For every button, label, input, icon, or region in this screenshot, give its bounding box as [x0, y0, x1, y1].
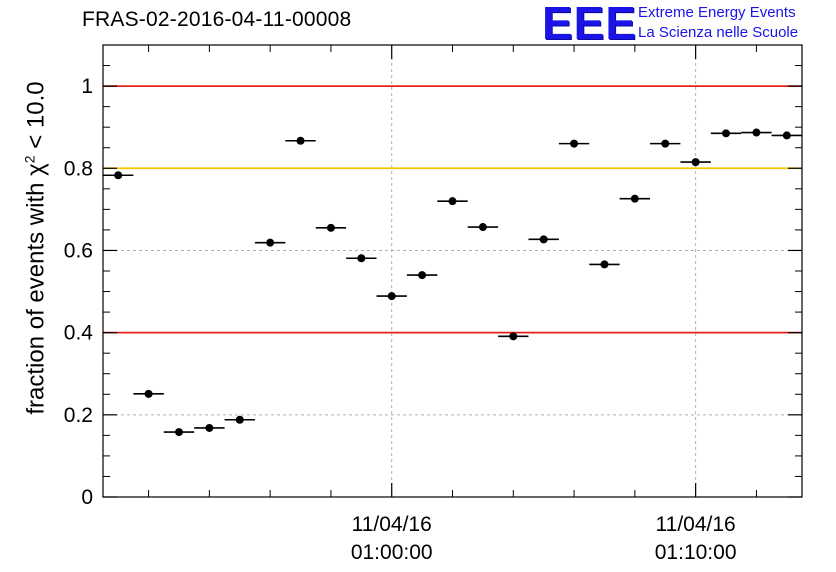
- point-marker: [752, 128, 761, 137]
- data-point: [103, 171, 134, 180]
- data-point: [133, 389, 164, 398]
- data-point: [224, 415, 255, 424]
- x-tick-label-time: 01:00:00: [351, 541, 433, 564]
- point-marker: [266, 238, 275, 247]
- point-marker: [630, 194, 639, 203]
- point-marker: [478, 223, 487, 232]
- point-marker: [722, 129, 731, 138]
- data-point: [163, 428, 195, 437]
- x-tick-label-date: 11/04/16: [656, 513, 736, 536]
- data-point: [589, 260, 620, 269]
- point-marker: [691, 158, 700, 167]
- point-marker: [509, 332, 518, 341]
- y-tick-label: 0.2: [64, 404, 93, 427]
- data-point: [315, 223, 347, 232]
- data-point: [498, 332, 529, 341]
- point-marker: [326, 223, 335, 232]
- point-marker: [600, 260, 609, 269]
- eee-logo-mark: EEE: [542, 0, 638, 49]
- point-marker: [235, 415, 244, 424]
- point-marker: [570, 139, 579, 148]
- data-point: [376, 292, 407, 301]
- data-point: [254, 238, 286, 247]
- point-marker: [782, 131, 791, 140]
- x-tick-label-time: 01:10:00: [655, 541, 737, 564]
- y-tick-label: 0.8: [64, 157, 93, 180]
- point-marker: [174, 428, 183, 437]
- data-point: [528, 235, 559, 244]
- data-point: [680, 158, 711, 167]
- point-marker: [114, 171, 123, 180]
- logo-line-1: Extreme Energy Events: [638, 4, 796, 21]
- x-tick-label-date: 11/04/16: [352, 513, 432, 536]
- eee-logo: EEE Extreme Energy Events La Scienza nel…: [542, 0, 832, 49]
- y-tick-label: 0: [81, 486, 93, 509]
- data-point: [346, 254, 377, 263]
- point-marker: [387, 292, 396, 301]
- point-marker: [418, 271, 427, 280]
- data-point: [558, 139, 590, 148]
- data-point: [771, 131, 802, 140]
- axis-ticks: 0 0.2 0.4 0.6 0.8 1 11/04/16 01:00:00 11/04/16 01…: [64, 44, 802, 564]
- data-point: [650, 139, 681, 148]
- y-tick-label: 0.6: [64, 239, 93, 262]
- point-marker: [448, 197, 457, 206]
- data-point: [194, 423, 225, 432]
- y-tick-label: 0.4: [64, 322, 94, 345]
- logo-line-2: La Scienza nelle Scuole: [638, 24, 799, 41]
- data-point: [619, 194, 651, 203]
- chart-title: FRAS-02-2016-04-11-00008: [82, 8, 352, 31]
- y-tick-label: 1: [81, 75, 93, 98]
- reference-lines: [103, 85, 802, 334]
- data-point: [741, 128, 772, 137]
- data-points: [103, 128, 802, 437]
- point-marker: [205, 423, 214, 432]
- data-point: [437, 197, 468, 206]
- data-point: [285, 136, 316, 145]
- point-marker: [661, 139, 670, 148]
- point-marker: [539, 235, 548, 244]
- data-point: [710, 129, 742, 138]
- point-marker: [357, 254, 366, 263]
- point-marker: [296, 136, 305, 145]
- point-marker: [144, 389, 153, 398]
- data-point: [406, 271, 438, 280]
- data-point: [467, 223, 499, 232]
